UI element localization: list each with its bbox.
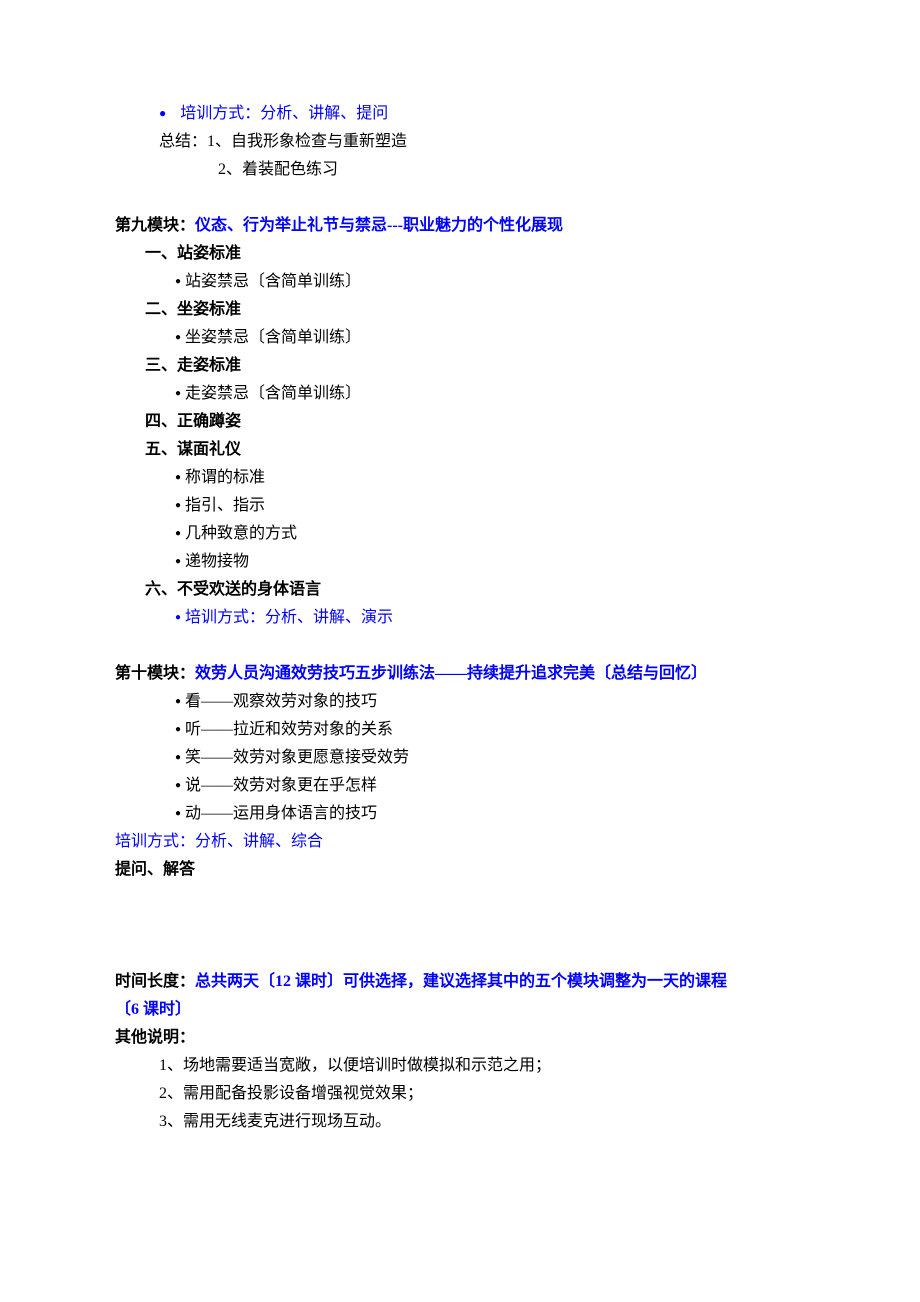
notes-n2: 2、需用配备投影设备增强视觉效果； [115, 1080, 805, 1108]
module9-s1: 一、站姿标准 [115, 240, 805, 268]
module9-title: 仪态、行为举止礼节与禁忌---职业魅力的个性化展现 [195, 217, 563, 234]
module10-b2: 听——拉近和效劳对象的关系 [115, 716, 805, 744]
module9-s1-b1: 站姿禁忌〔含简单训练〕 [115, 268, 805, 296]
summary-line-2: 2、着装配色练习 [115, 156, 805, 184]
module9-s3-b1: 走姿禁忌〔含简单训练〕 [115, 380, 805, 408]
notes-n3: 3、需用无线麦克进行现场互动。 [115, 1108, 805, 1136]
module10-b3: 笑——效劳对象更愿意接受效劳 [115, 744, 805, 772]
module10-prefix: 第十模块： [115, 665, 195, 682]
module9-s3: 三、走姿标准 [115, 352, 805, 380]
module10-qa: 提问、解答 [115, 856, 805, 884]
module9-s2-b1: 坐姿禁忌〔含简单训练〕 [115, 324, 805, 352]
summary-line-1: 总结：1、自我形象检查与重新塑造 [115, 128, 805, 156]
module9-s5-b4: 递物接物 [115, 548, 805, 576]
module10-heading: 第十模块：效劳人员沟通效劳技巧五步训练法——持续提升追求完美〔总结与回忆〕 [115, 660, 805, 688]
module9-s6: 六、不受欢送的身体语言 [115, 576, 805, 604]
module10-b1: 看——观察效劳对象的技巧 [115, 688, 805, 716]
module10-b5: 动——运用身体语言的技巧 [115, 800, 805, 828]
duration-line: 时间长度：总共两天〔12 课时〕可供选择，建议选择其中的五个模块调整为一天的课程 [115, 968, 805, 996]
module9-s5-b3: 几种致意的方式 [115, 520, 805, 548]
module9-s5: 五、谋面礼仪 [115, 436, 805, 464]
module9-s5-b1: 称谓的标准 [115, 464, 805, 492]
training-method-text: 培训方式：分析、讲解、提问 [180, 105, 388, 122]
duration-text2: 〔6 课时〕 [115, 996, 805, 1024]
module9-s4: 四、正确蹲姿 [115, 408, 805, 436]
module9-s2: 二、坐姿标准 [115, 296, 805, 324]
duration-text1: 总共两天〔12 课时〕可供选择，建议选择其中的五个模块调整为一天的课程 [195, 973, 727, 990]
module9-s5-b2: 指引、指示 [115, 492, 805, 520]
top-bullet: 培训方式：分析、讲解、提问 [115, 100, 805, 128]
notes-heading: 其他说明： [115, 1024, 805, 1052]
module10-title: 效劳人员沟通效劳技巧五步训练法——持续提升追求完美〔总结与回忆〕 [195, 665, 707, 682]
module9-training: 培训方式：分析、讲解、演示 [115, 604, 805, 632]
duration-prefix: 时间长度： [115, 973, 195, 990]
module10-b4: 说——效劳对象更在乎怎样 [115, 772, 805, 800]
module9-prefix: 第九模块： [115, 217, 195, 234]
module10-training: 培训方式：分析、讲解、综合 [115, 828, 805, 856]
module9-heading: 第九模块：仪态、行为举止礼节与禁忌---职业魅力的个性化展现 [115, 212, 805, 240]
notes-n1: 1、场地需要适当宽敞，以便培训时做模拟和示范之用； [115, 1052, 805, 1080]
